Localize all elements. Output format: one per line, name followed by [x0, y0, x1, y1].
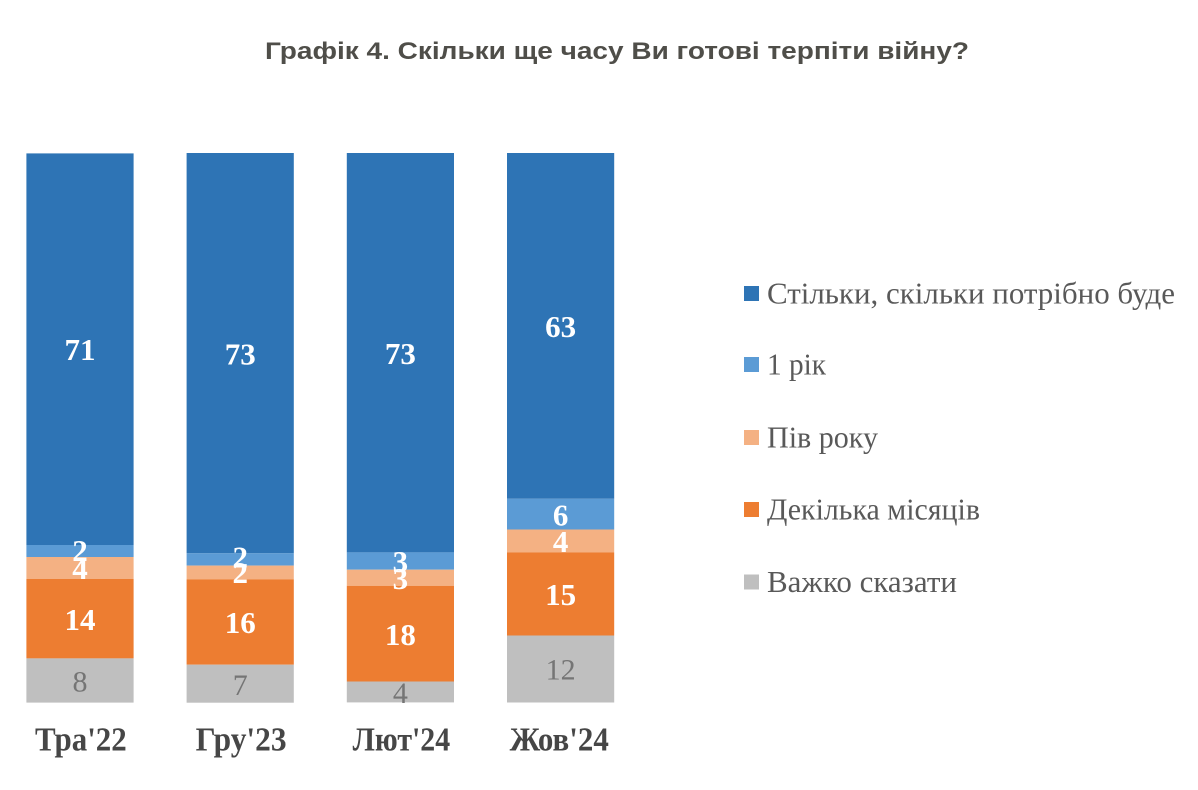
svg-text:16: 16	[225, 605, 256, 640]
svg-text:Лют'24: Лют'24	[353, 722, 451, 759]
svg-text:Стільки, скільки потрібно буде: Стільки, скільки потрібно буде	[767, 275, 1175, 310]
svg-text:71: 71	[65, 332, 96, 367]
svg-text:4: 4	[393, 677, 408, 710]
svg-text:7: 7	[233, 669, 248, 702]
svg-text:Пів року: Пів року	[767, 419, 878, 454]
svg-text:15: 15	[545, 577, 576, 612]
svg-text:2: 2	[72, 533, 88, 568]
svg-text:3: 3	[393, 544, 409, 579]
svg-text:8: 8	[73, 666, 88, 699]
svg-text:14: 14	[65, 602, 96, 637]
svg-text:4: 4	[553, 524, 569, 559]
svg-text:Жов'24: Жов'24	[510, 722, 609, 759]
svg-text:12: 12	[546, 653, 576, 686]
svg-text:3: 3	[393, 561, 409, 596]
svg-text:73: 73	[225, 336, 256, 371]
svg-text:73: 73	[385, 336, 416, 371]
svg-text:1 рік: 1 рік	[767, 346, 827, 381]
svg-text:4: 4	[72, 551, 88, 586]
svg-text:18: 18	[385, 617, 416, 652]
svg-text:Графік 4. Скільки ще часу Ви г: Графік 4. Скільки ще часу Ви готові терп…	[265, 38, 969, 65]
svg-text:Гру'23: Гру'23	[196, 722, 287, 759]
svg-text:2: 2	[232, 555, 248, 590]
svg-text:2: 2	[232, 540, 248, 575]
svg-text:Важко сказати: Важко сказати	[767, 564, 957, 599]
svg-text:63: 63	[545, 309, 576, 344]
svg-text:Тра'22: Тра'22	[35, 722, 127, 759]
svg-text:6: 6	[553, 497, 569, 532]
svg-text:Декілька місяців: Декілька місяців	[767, 491, 980, 526]
